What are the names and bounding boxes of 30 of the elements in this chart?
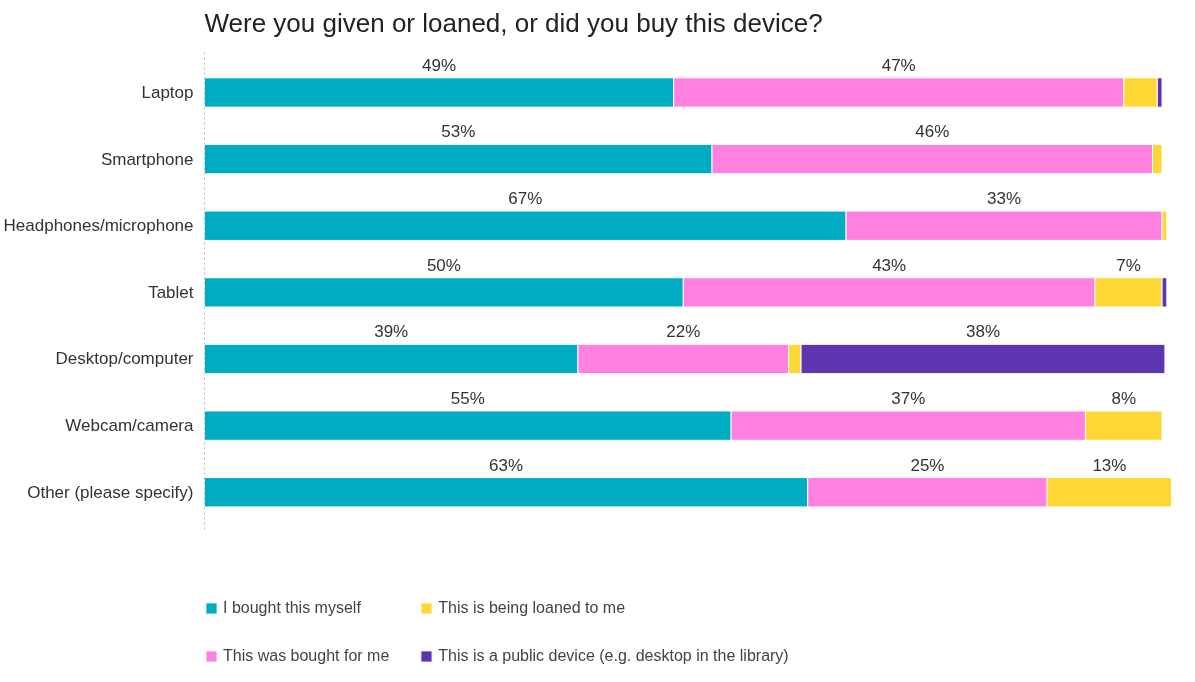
data-label: 39% bbox=[374, 322, 409, 342]
data-label: 22% bbox=[666, 322, 701, 342]
y-tick-label: Tablet bbox=[148, 282, 194, 302]
data-label: 43% bbox=[872, 255, 907, 275]
y-tick-label: Webcam/camera bbox=[65, 416, 195, 436]
data-label: 47% bbox=[881, 55, 916, 75]
y-tick-label: Headphones/microphone bbox=[3, 216, 194, 236]
data-label: 8% bbox=[1111, 388, 1137, 408]
data-label: 49% bbox=[422, 55, 457, 75]
y-tick-label: Laptop bbox=[141, 82, 194, 102]
chart-title: Were you given or loaned, or did you buy this device? bbox=[204, 7, 823, 38]
data-label: 53% bbox=[441, 122, 476, 142]
data-label: 46% bbox=[915, 122, 950, 142]
data-label: 13% bbox=[1092, 455, 1127, 475]
legend-label: I bought this myself bbox=[223, 599, 361, 617]
legend-label: This is a public device (e.g. desktop in the library) bbox=[438, 647, 789, 665]
data-label: 38% bbox=[965, 322, 1001, 342]
data-label: 63% bbox=[489, 455, 524, 475]
y-tick-label: Other (please specify) bbox=[27, 482, 194, 502]
data-label: 37% bbox=[891, 388, 926, 408]
data-label: 50% bbox=[426, 255, 461, 275]
data-label: 25% bbox=[910, 455, 945, 475]
data-label: 55% bbox=[450, 388, 485, 408]
data-label: 67% bbox=[508, 189, 543, 209]
legend-label: This was bought for me bbox=[223, 647, 390, 665]
legend-label: This is being loaned to me bbox=[438, 599, 626, 617]
y-tick-label: Desktop/computer bbox=[55, 349, 194, 369]
y-tick-label: Smartphone bbox=[100, 149, 194, 169]
data-label: 33% bbox=[987, 189, 1022, 209]
data-label: 7% bbox=[1116, 255, 1141, 275]
